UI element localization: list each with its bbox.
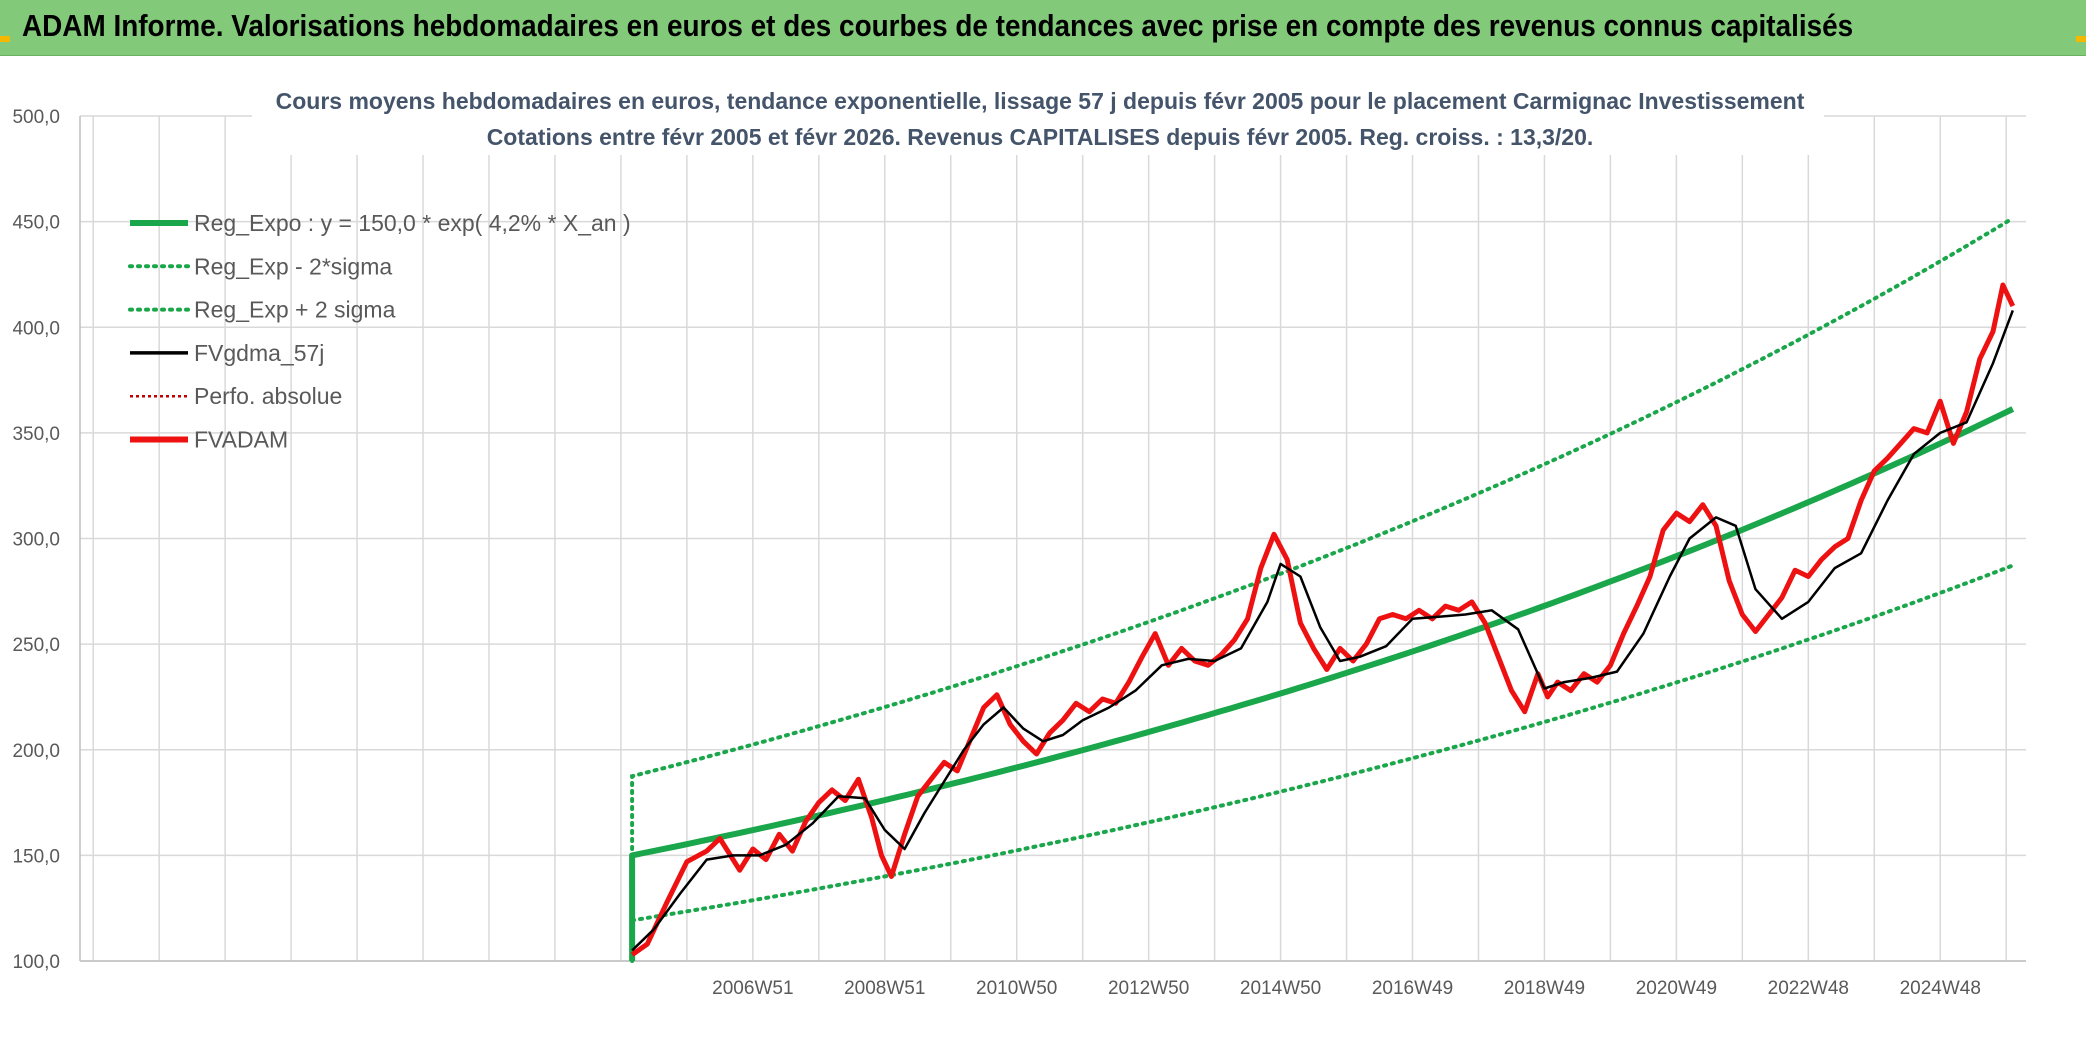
regression-lower-band <box>630 563 2015 923</box>
chart-svg: 100,0 150,0 200,0 250,0 300,0 350,0 400,0 450,0… <box>0 56 2086 1038</box>
series-fvgdma-line <box>631 309 2014 952</box>
x-tick-label: 2018W49 <box>1504 978 1585 999</box>
x-tick-label: 2012W50 <box>1108 978 1189 999</box>
x-tick-label: 2020W49 <box>1636 978 1717 999</box>
chart-subtitle: Cotations entre févr 2005 et févr 2026. … <box>487 124 1594 150</box>
y-tick-label: 100,0 <box>12 952 60 973</box>
regression-line <box>629 406 2015 962</box>
chart-title: Cours moyens hebdomadaires en euros, ten… <box>276 88 1805 114</box>
y-tick-label: 300,0 <box>12 530 60 551</box>
x-axis: 2006W51 2008W51 2010W50 2012W50 2014W50 2016W… <box>80 960 2026 999</box>
chart-container: 100,0 150,0 200,0 250,0 300,0 350,0 400,0 450,0… <box>0 56 2086 1038</box>
x-tick-label: 2022W48 <box>1768 978 1849 999</box>
legend-label: Reg_Exp + 2 sigma <box>194 297 396 323</box>
series-layer <box>629 216 2016 963</box>
chart-titles: Cours moyens hebdomadaires en euros, ten… <box>252 77 1824 155</box>
legend-label: FVgdma_57j <box>194 340 324 366</box>
x-tick-label: 2024W48 <box>1900 978 1981 999</box>
legend-label: Reg_Exp - 2*sigma <box>194 253 392 279</box>
y-axis: 100,0 150,0 200,0 250,0 300,0 350,0 400,0 450,0… <box>12 107 81 973</box>
x-tick-label: 2006W51 <box>712 978 793 999</box>
corner-marker-left <box>0 36 10 42</box>
y-tick-label: 500,0 <box>12 107 60 128</box>
y-tick-label: 250,0 <box>12 635 60 656</box>
grid-lines <box>80 115 2026 962</box>
x-tick-label: 2014W50 <box>1240 978 1321 999</box>
corner-marker-right <box>2076 36 2086 42</box>
report-title: ADAM Informe. Valorisations hebdomadaire… <box>22 8 1854 43</box>
regression-upper-band <box>630 216 2015 963</box>
y-tick-label: 400,0 <box>12 318 60 339</box>
chart-background <box>0 56 2086 1038</box>
x-tick-label: 2010W50 <box>976 978 1057 999</box>
series-fvadam-line <box>630 282 2016 957</box>
y-tick-label: 150,0 <box>12 846 60 867</box>
y-tick-label: 350,0 <box>12 424 60 445</box>
report-header-bar: ADAM Informe. Valorisations hebdomadaire… <box>0 0 2086 56</box>
title-background <box>252 77 1824 155</box>
y-tick-label: 200,0 <box>12 741 60 762</box>
x-tick-label: 2008W51 <box>844 978 925 999</box>
legend: Reg_Expo : y = 150,0 * exp( 4,2% * X_an … <box>128 210 631 453</box>
x-tick-label: 2016W49 <box>1372 978 1453 999</box>
y-tick-label: 450,0 <box>12 213 60 234</box>
legend-label: FVADAM <box>194 427 288 453</box>
legend-label: Perfo. absolue <box>194 383 342 409</box>
legend-label: Reg_Expo : y = 150,0 * exp( 4,2% * X_an … <box>194 210 631 236</box>
